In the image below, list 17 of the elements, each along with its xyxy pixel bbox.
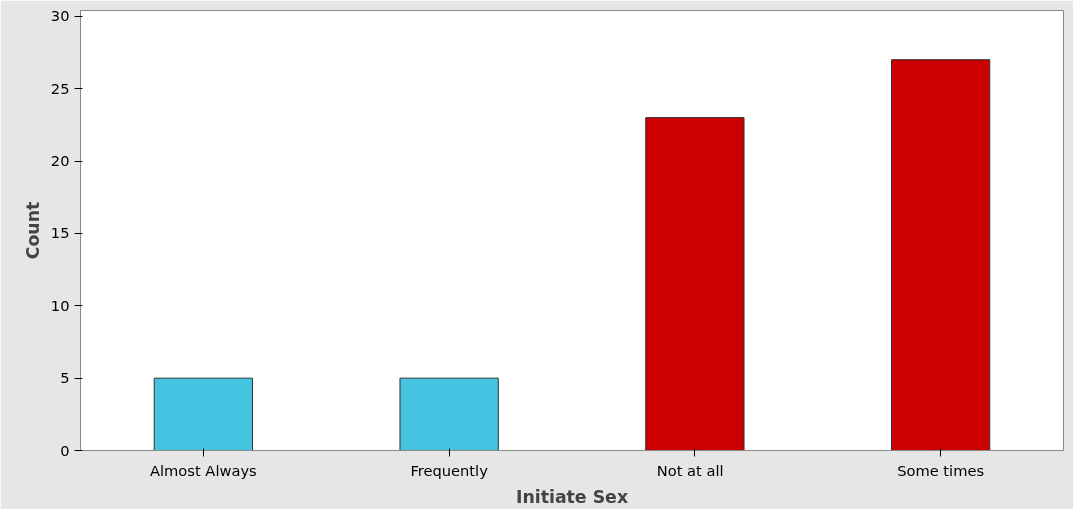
x-tick-label: Some times (897, 461, 985, 479)
y-tick-label: 30 (50, 7, 70, 25)
y-tick-label: 15 (50, 224, 70, 242)
y-axis-title: Count (22, 201, 43, 260)
x-tick-label: Not at all (656, 461, 724, 479)
bar (153, 377, 254, 451)
x-tick-label: Frequently (410, 461, 489, 479)
y-tick-label: 0 (60, 441, 70, 459)
y-tick-label: 5 (60, 369, 70, 387)
y-tick-label: 20 (50, 152, 70, 170)
x-axis-title: Initiate Sex (515, 486, 629, 507)
x-tick-label: Almost Always (150, 461, 257, 479)
y-tick-label: 25 (50, 79, 70, 97)
y-tick-label: 10 (50, 296, 70, 314)
bar (890, 59, 991, 451)
bar (399, 377, 499, 451)
bar (645, 117, 745, 451)
